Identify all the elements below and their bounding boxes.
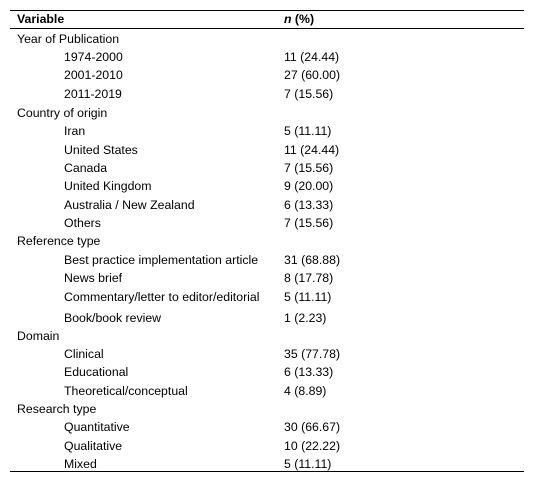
row-label: Australia / New Zealand — [64, 198, 195, 212]
row-value: 8 (17.78) — [284, 271, 334, 285]
row-label: Commentary/letter to editor/editorial — [64, 290, 260, 304]
row-label: Quantitative — [64, 420, 130, 434]
header-variable: Variable — [17, 12, 65, 26]
table-top-rule — [10, 10, 524, 11]
section-label-domain: Domain — [17, 329, 60, 343]
header-percent-suffix: (%) — [291, 12, 315, 26]
row-value: 35 (77.78) — [284, 347, 341, 361]
row-label: 2011-2019 — [64, 87, 122, 101]
header-n-percent: n (%) — [284, 12, 314, 26]
row-value: 10 (22.22) — [284, 439, 341, 453]
row-value: 31 (68.88) — [284, 253, 341, 267]
row-value: 7 (15.56) — [284, 216, 334, 230]
row-label: Educational — [64, 365, 129, 379]
row-label: Qualitative — [64, 439, 123, 453]
row-label: 2001-2010 — [64, 68, 123, 82]
row-label: Best practice implementation article — [64, 253, 259, 267]
row-value: 6 (13.33) — [284, 365, 334, 379]
row-value: 5 (11.11) — [284, 124, 332, 138]
row-label: Iran — [64, 124, 86, 138]
row-value: 5 (11.11) — [284, 290, 332, 304]
row-value: 1 (2.23) — [284, 311, 327, 325]
section-label-research-type: Research type — [17, 402, 97, 416]
row-label: News brief — [64, 271, 123, 285]
row-label: Mixed — [64, 457, 97, 471]
row-value: 9 (20.00) — [284, 179, 334, 193]
row-value: 30 (66.67) — [284, 420, 341, 434]
table-bottom-rule — [10, 471, 524, 472]
row-value: 27 (60.00) — [284, 68, 341, 82]
row-value: 6 (13.33) — [284, 198, 334, 212]
row-value: 11 (24.44) — [284, 143, 340, 157]
row-label: Book/book review — [64, 311, 162, 325]
section-label-reference-type: Reference type — [17, 234, 101, 248]
table-header-rule — [10, 28, 524, 29]
row-label: United States — [64, 143, 138, 157]
row-label: Theoretical/conceptual — [64, 384, 188, 398]
row-value: 11 (24.44) — [284, 50, 340, 64]
section-label-year: Year of Publication — [17, 32, 120, 46]
row-value: 7 (15.56) — [284, 161, 334, 175]
row-label: Canada — [64, 161, 108, 175]
row-value: 4 (8.89) — [284, 384, 327, 398]
row-value: 5 (11.11) — [284, 457, 332, 471]
row-label: Others — [64, 216, 101, 230]
section-label-country: Country of origin — [17, 106, 108, 120]
row-label: 1974-2000 — [64, 50, 123, 64]
row-label: Clinical — [64, 347, 104, 361]
row-label: United Kingdom — [64, 179, 152, 193]
row-value: 7 (15.56) — [284, 87, 334, 101]
header-n-symbol: n — [284, 12, 292, 26]
